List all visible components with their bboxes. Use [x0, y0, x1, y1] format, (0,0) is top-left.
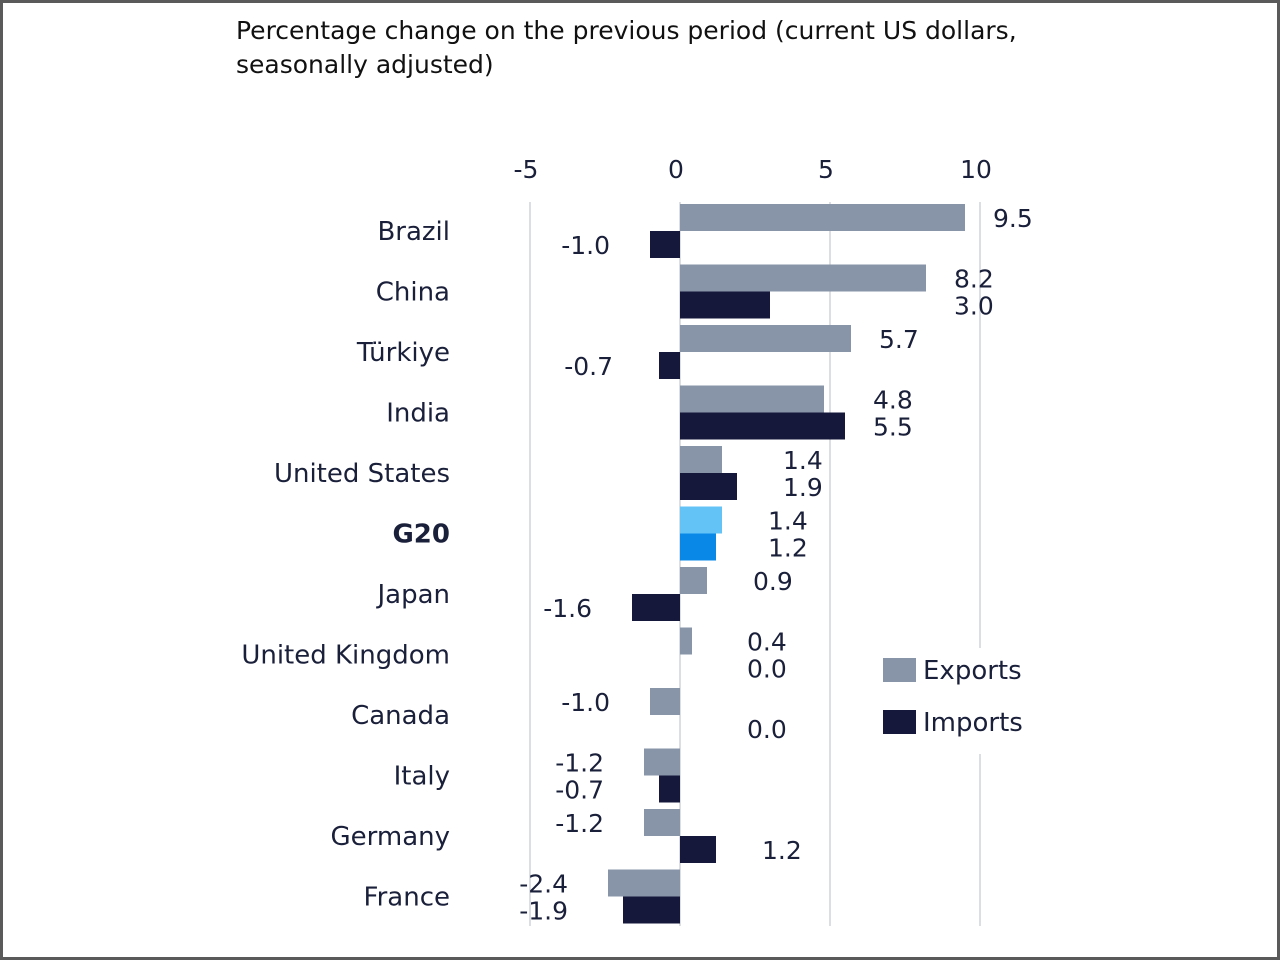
data-label: 1.9 — [783, 473, 823, 502]
legend-label: Exports — [923, 656, 1022, 686]
bar-imports — [680, 836, 716, 863]
legend-label: Imports — [923, 708, 1023, 738]
x-tick-label: 5 — [818, 155, 834, 184]
bar-exports — [680, 325, 851, 352]
category-label: Italy — [394, 762, 450, 792]
legend-swatch-imports — [883, 710, 916, 734]
category-label: United States — [274, 459, 450, 489]
category-label: Brazil — [377, 217, 450, 247]
category-label: France — [364, 883, 450, 913]
data-label: 0.9 — [753, 567, 793, 596]
data-label: -0.7 — [564, 352, 613, 381]
category-label: Canada — [351, 701, 450, 731]
bar-exports — [680, 506, 722, 534]
data-label: -1.2 — [555, 809, 604, 838]
data-label: 1.2 — [762, 836, 802, 865]
category-label: India — [386, 399, 450, 429]
bar-imports — [659, 775, 680, 803]
bar-exports — [680, 204, 965, 231]
x-tick-label: 10 — [960, 155, 992, 184]
bar-imports — [680, 291, 770, 319]
bar-imports — [632, 594, 680, 621]
bar-exports — [644, 809, 680, 836]
category-label: Germany — [330, 822, 450, 852]
bar-imports — [650, 231, 680, 258]
x-tick-label: 0 — [668, 155, 684, 184]
data-label: 1.2 — [768, 534, 808, 563]
data-label: 1.4 — [783, 446, 823, 475]
category-label: G20 — [392, 520, 450, 550]
data-label: -1.0 — [561, 688, 610, 717]
legend-swatch-exports — [883, 658, 916, 682]
category-label: United Kingdom — [241, 641, 450, 671]
data-label: 0.0 — [747, 655, 787, 684]
data-label: 9.5 — [993, 204, 1033, 233]
bar-imports — [680, 412, 845, 440]
data-label: 3.0 — [954, 292, 994, 321]
data-label: -1.0 — [561, 231, 610, 260]
data-label: 0.4 — [747, 628, 787, 657]
data-label: -1.2 — [555, 749, 604, 778]
bar-exports — [650, 688, 680, 715]
category-label: China — [376, 278, 450, 308]
data-label: 4.8 — [873, 386, 913, 415]
bar-imports — [659, 352, 680, 379]
data-label: 5.7 — [879, 325, 919, 354]
bar-exports — [680, 627, 692, 655]
category-label: Türkiye — [356, 338, 450, 368]
category-label: Japan — [375, 580, 450, 610]
data-label: -2.4 — [519, 870, 568, 899]
bar-exports — [680, 567, 707, 594]
bar-exports — [644, 748, 680, 776]
data-label: 5.5 — [873, 413, 913, 442]
bar-imports — [680, 533, 716, 561]
bar-exports — [680, 264, 926, 292]
data-label: 0.0 — [747, 715, 787, 744]
x-tick-label: -5 — [514, 155, 539, 184]
bar-exports — [680, 446, 722, 473]
bar-exports — [680, 385, 824, 413]
data-label: -1.9 — [519, 897, 568, 926]
bar-imports — [623, 896, 680, 924]
bar-imports — [680, 473, 737, 500]
chart-title: Percentage change on the previous period… — [236, 16, 1017, 79]
data-label: -1.6 — [543, 594, 592, 623]
bar-exports — [608, 869, 680, 897]
data-label: -0.7 — [555, 776, 604, 805]
data-label: 8.2 — [954, 265, 994, 294]
data-label: 1.4 — [768, 507, 808, 536]
